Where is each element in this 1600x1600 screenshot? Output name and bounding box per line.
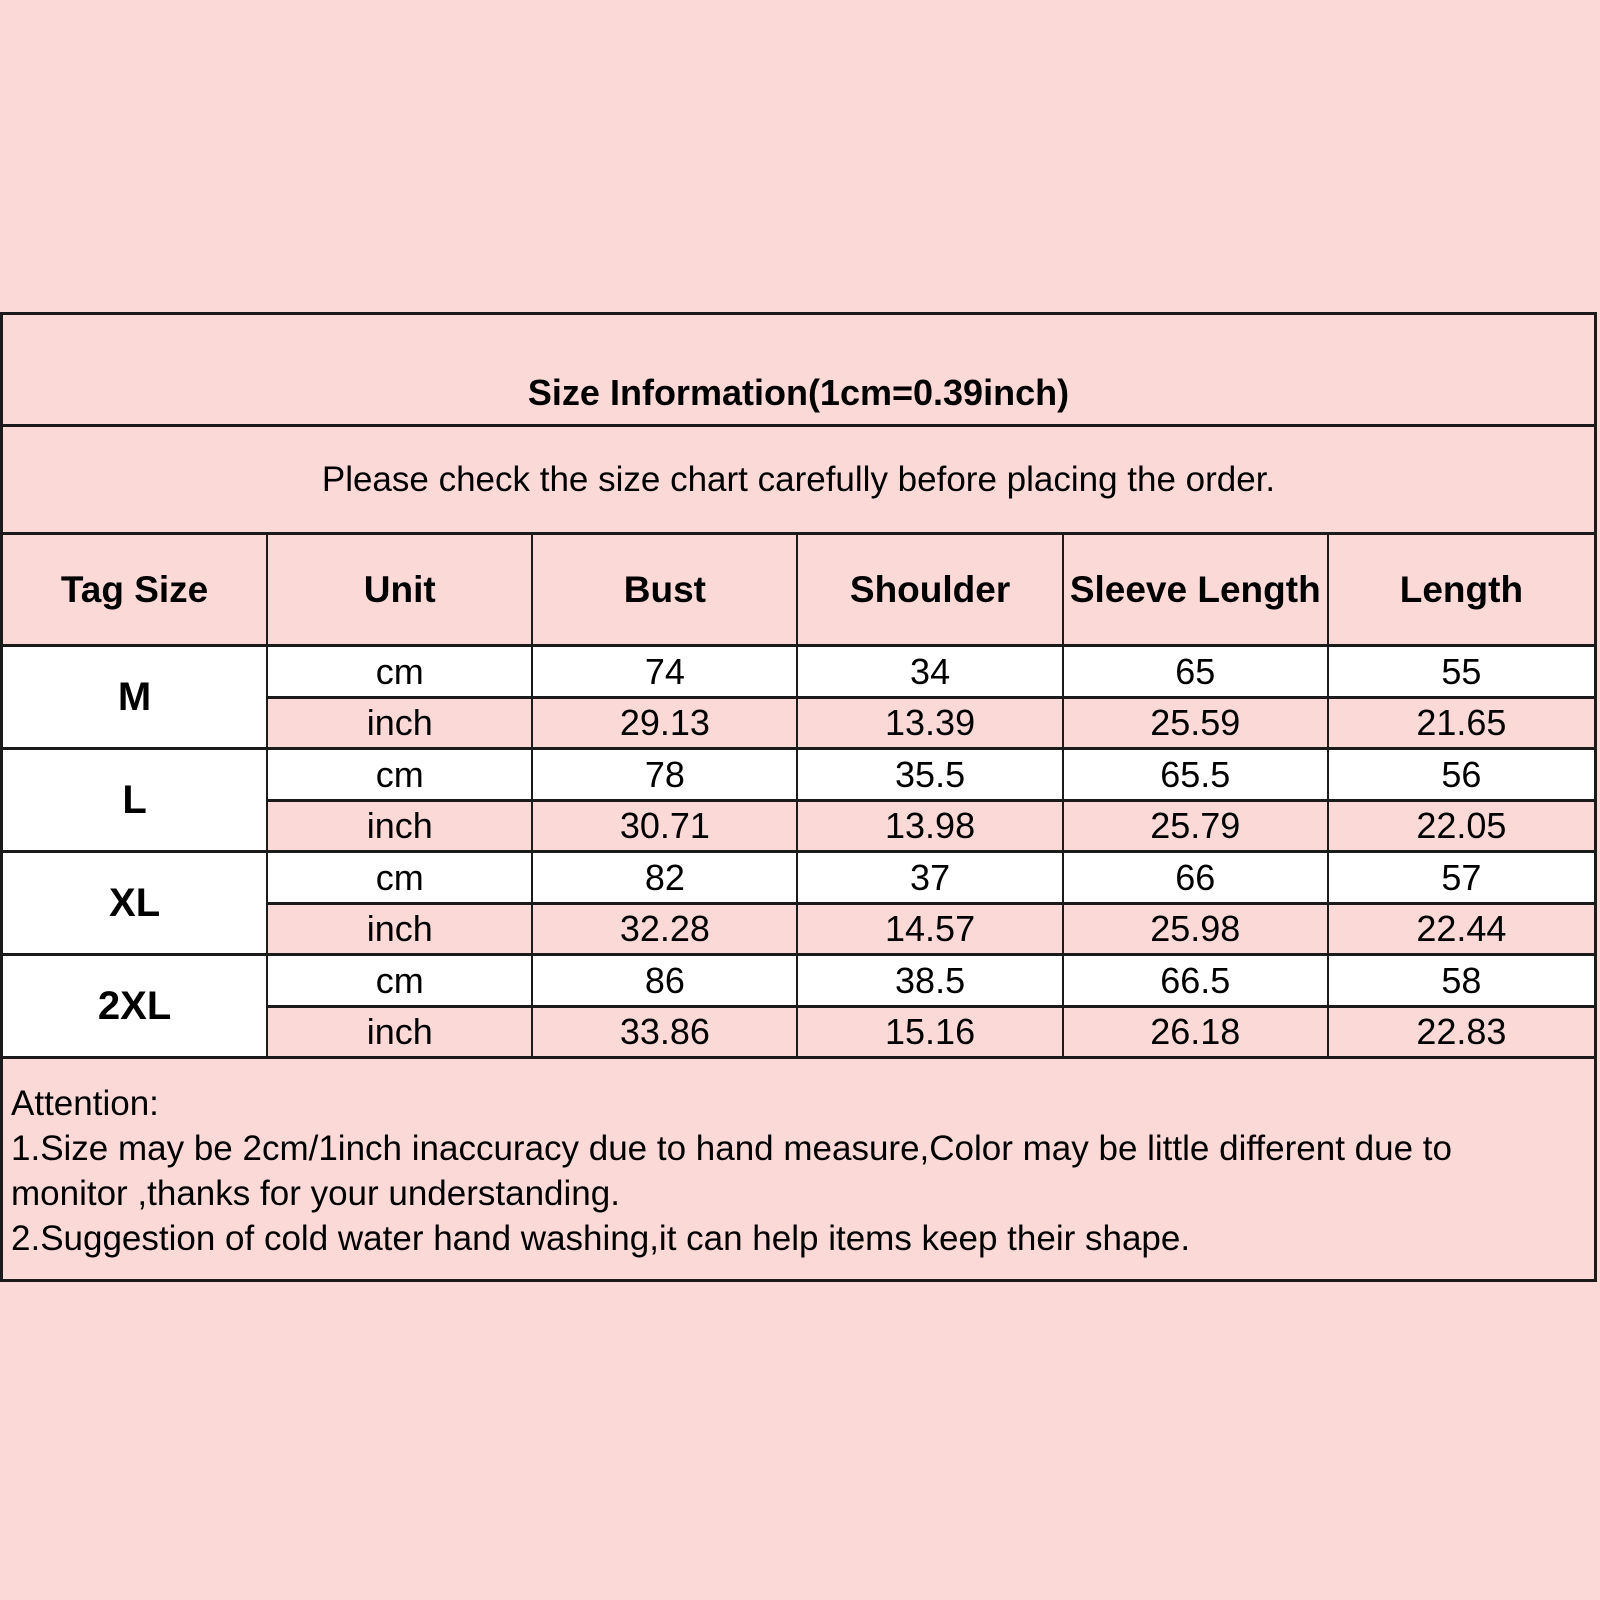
measurement-cell: 34 (798, 647, 1064, 699)
measurement-cell: 30.71 (533, 802, 799, 850)
size-chart-title: Size Information(1cm=0.39inch) (3, 315, 1594, 427)
attention-heading: Attention: (11, 1084, 159, 1123)
unit-cell: inch (268, 905, 534, 953)
column-header-shoulder: Shoulder (798, 535, 1064, 644)
unit-cell: inch (268, 802, 534, 850)
tag-size-cell: M (3, 647, 269, 747)
measurement-cell: 14.57 (798, 905, 1064, 953)
unit-cell: inch (268, 699, 534, 747)
measurement-cell: 22.83 (1328, 1008, 1594, 1056)
column-header-sleeve-length: Sleeve Length (1064, 535, 1329, 644)
unit-cell: inch (268, 1008, 534, 1056)
measurement-cell: 26.18 (1063, 1008, 1329, 1056)
size-row-group-m: M cm 74 34 65 55 inch 29.13 13.39 25.59 … (3, 647, 1594, 750)
measurement-cell: 65.5 (1063, 750, 1329, 802)
measurement-cell: 66.5 (1063, 956, 1329, 1008)
attention-line: monitor ,thanks for your understanding. (11, 1174, 620, 1213)
size-chart-subtitle: Please check the size chart carefully be… (3, 427, 1594, 535)
measurement-cell: 37 (798, 853, 1064, 905)
unit-cell: cm (268, 853, 534, 905)
measurement-cell: 22.44 (1328, 905, 1594, 953)
measurement-cell: 86 (533, 956, 799, 1008)
unit-cell: cm (268, 750, 534, 802)
column-header-length: Length (1399, 568, 1524, 610)
measurement-cell: 25.98 (1063, 905, 1329, 953)
attention-line: 2.Suggestion of cold water hand washing,… (11, 1219, 1191, 1258)
column-header-bust: Bust (533, 535, 799, 644)
measurement-cell: 56 (1328, 750, 1594, 802)
size-chart-table: Size Information(1cm=0.39inch) Please ch… (0, 312, 1597, 1282)
tag-size-cell: XL (3, 853, 269, 953)
measurement-cell: 78 (533, 750, 799, 802)
size-row-group-2xl: 2XL cm 86 38.5 66.5 58 inch 33.86 15.16 … (3, 956, 1594, 1059)
measurement-cell: 25.59 (1063, 699, 1329, 747)
column-header-tag-size: Tag Size (3, 535, 269, 644)
measurement-cell: 21.65 (1328, 699, 1594, 747)
measurement-cell: 66 (1063, 853, 1329, 905)
measurement-cell: 65 (1063, 647, 1329, 699)
unit-cell: cm (268, 956, 534, 1008)
unit-cell: cm (268, 647, 534, 699)
measurement-cell: 55 (1328, 647, 1594, 699)
column-header-unit: Unit (268, 535, 534, 644)
measurement-cell: 15.16 (798, 1008, 1064, 1056)
measurement-cell: 32.28 (533, 905, 799, 953)
measurement-cell: 33.86 (533, 1008, 799, 1056)
measurement-cell: 13.98 (798, 802, 1064, 850)
attention-line: 1.Size may be 2cm/1inch inaccuracy due t… (11, 1129, 1452, 1168)
measurement-cell: 58 (1328, 956, 1594, 1008)
table-header-row: Tag Size Unit Bust Shoulder Sleeve Lengt… (3, 535, 1594, 647)
attention-note: Attention: 1.Size may be 2cm/1inch inacc… (3, 1059, 1594, 1279)
measurement-cell: 22.05 (1328, 802, 1594, 850)
measurement-cell: 38.5 (798, 956, 1064, 1008)
measurement-cell: 74 (533, 647, 799, 699)
measurement-cell: 35.5 (798, 750, 1064, 802)
tag-size-cell: 2XL (3, 956, 269, 1056)
measurement-cell: 25.79 (1063, 802, 1329, 850)
size-row-group-xl: XL cm 82 37 66 57 inch 32.28 14.57 25.98… (3, 853, 1594, 956)
tag-size-cell: L (3, 750, 269, 850)
size-row-group-l: L cm 78 35.5 65.5 56 inch 30.71 13.98 25… (3, 750, 1594, 853)
measurement-cell: 82 (533, 853, 799, 905)
measurement-cell: 13.39 (798, 699, 1064, 747)
measurement-cell: 29.13 (533, 699, 799, 747)
measurement-cell: 57 (1328, 853, 1594, 905)
